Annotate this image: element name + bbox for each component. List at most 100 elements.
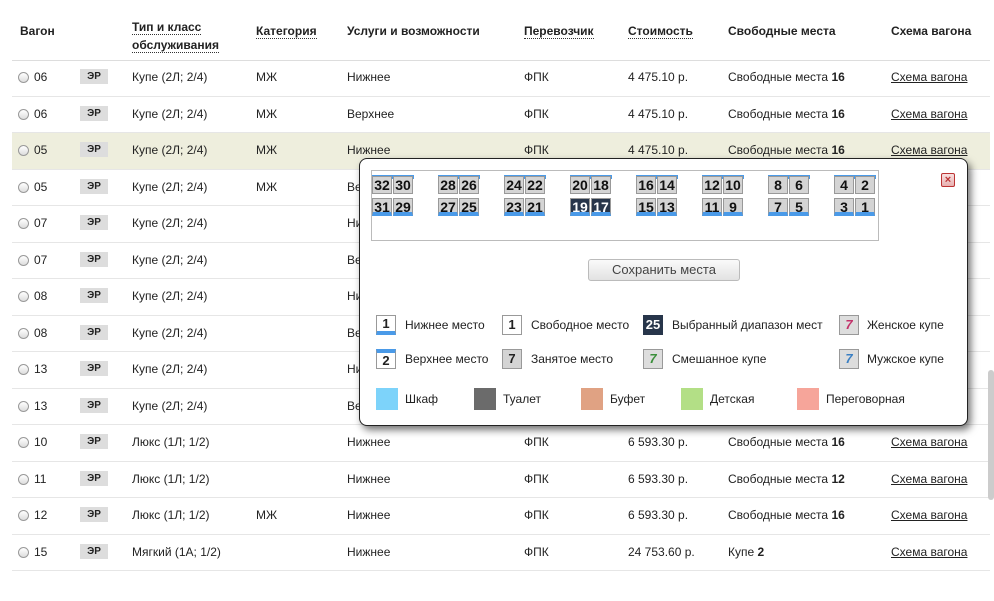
scheme-link[interactable]: Схема вагона (891, 508, 968, 522)
seat-upper[interactable]: 24 (504, 176, 524, 194)
wagon-number: 08 (34, 289, 48, 303)
wagon-radio[interactable] (18, 291, 29, 302)
wagon-radio[interactable] (18, 72, 29, 83)
seat-upper[interactable]: 18 (591, 176, 611, 194)
seat-lower[interactable]: 25 (459, 198, 479, 216)
seat-lower[interactable]: 21 (525, 198, 545, 216)
scheme-link[interactable]: Схема вагона (891, 471, 968, 486)
col-price-label: Стоимость (628, 24, 693, 39)
col-type[interactable]: Тип и класс обслуживания (132, 18, 219, 54)
free-seats: Купе 2 (728, 545, 764, 559)
service-class: Мягкий (1А; 1/2) (132, 544, 221, 559)
col-price[interactable]: Стоимость (628, 22, 693, 40)
seat-lower[interactable]: 3 (834, 198, 854, 216)
seat-lower[interactable]: 23 (504, 198, 524, 216)
seat-lower[interactable]: 7 (768, 198, 788, 216)
seat-upper[interactable]: 16 (636, 176, 656, 194)
scheme-link[interactable]: Схема вагона (891, 106, 968, 121)
free-seats: Свободные места 16 (728, 70, 845, 84)
save-seats-button[interactable]: Сохранить места (588, 259, 740, 281)
carrier: ФПК (524, 70, 549, 84)
seat-upper[interactable]: 10 (723, 176, 743, 194)
seat-upper[interactable]: 12 (702, 176, 722, 194)
table-row[interactable]: 11 ЭР Люкс (1Л; 1/2) Нижнее ФПК 6 593.30 р. Св… (12, 462, 990, 498)
col-category-label: Категория (256, 24, 317, 39)
seat-lower[interactable]: 9 (723, 198, 743, 216)
free-seats-label: Купе (728, 544, 755, 559)
close-icon[interactable]: × (941, 173, 955, 187)
wagon-radio[interactable] (18, 473, 29, 485)
seat-upper[interactable]: 14 (657, 176, 677, 194)
scheme-link[interactable]: Схема вагона (891, 544, 968, 559)
seat-upper[interactable]: 32 (372, 176, 392, 194)
service-class: Купе (2Л; 2/4) (132, 289, 208, 303)
scheme-link[interactable]: Схема вагона (891, 70, 968, 84)
services: Нижнее (347, 435, 391, 449)
table-row[interactable]: 12 ЭР Люкс (1Л; 1/2) МЖ Нижнее ФПК 6 593.30 р.… (12, 498, 990, 535)
wagon-number: 10 (34, 435, 48, 449)
er-badge: ЭР (80, 288, 108, 303)
legend-lower-icon: 1 (376, 315, 396, 335)
seat-lower[interactable]: 17 (591, 198, 611, 216)
wagon-radio[interactable] (18, 400, 29, 412)
table-row[interactable]: 10 ЭР Люкс (1Л; 1/2) Нижнее ФПК 6 593.30 р. Св… (12, 425, 990, 462)
col-category[interactable]: Категория (256, 22, 317, 40)
seat-upper[interactable]: 4 (834, 176, 854, 194)
seat-upper[interactable]: 2 (855, 176, 875, 194)
seat-lower[interactable]: 31 (372, 198, 392, 216)
seat-upper[interactable]: 20 (570, 176, 590, 194)
wagon-radio[interactable] (18, 218, 29, 229)
seat-map: 32 31 30 29 28 27 26 25 24 23 22 21 20 19 18 17 16 15 14 13… (371, 170, 879, 241)
legend-man-icon: 7 (839, 349, 859, 369)
wagon-number: 07 (34, 252, 48, 267)
seat-lower[interactable]: 27 (438, 198, 458, 216)
carrier: ФПК (524, 471, 549, 486)
legend-toilet-label: Туалет (503, 392, 541, 406)
seat-upper[interactable]: 26 (459, 176, 479, 194)
category: МЖ (256, 179, 278, 194)
wagon-number: 15 (34, 544, 48, 559)
wagon-radio[interactable] (18, 364, 29, 375)
seat-lower[interactable]: 29 (393, 198, 413, 216)
seat-lower[interactable]: 13 (657, 198, 677, 216)
table-row[interactable]: 06 ЭР Купе (2Л; 2/4) МЖ Верхнее ФПК 4 475.10 р… (12, 97, 990, 133)
wagon-radio[interactable] (18, 437, 29, 448)
legend-buffet-swatch (581, 388, 603, 410)
seat-upper[interactable]: 28 (438, 176, 458, 194)
services: Нижнее (347, 143, 391, 157)
col-carrier[interactable]: Перевозчик (524, 22, 594, 40)
col-services: Услуги и возможности (347, 24, 480, 38)
wagon-radio[interactable] (18, 181, 29, 193)
wagon-radio[interactable] (18, 510, 29, 521)
seat-upper[interactable]: 30 (393, 176, 413, 194)
free-seats-label: Свободные места (728, 70, 829, 84)
wagon-radio[interactable] (18, 546, 29, 558)
seat-lower[interactable]: 19 (570, 198, 590, 216)
er-badge: ЭР (80, 251, 108, 267)
wagon-radio[interactable] (18, 108, 29, 120)
legend-kids-swatch (681, 388, 703, 410)
price: 24 753.60 р. (628, 544, 695, 559)
legend-busy-label: Занятое место (531, 352, 614, 366)
seat-upper[interactable]: 6 (789, 176, 809, 194)
scheme-link[interactable]: Схема вагона (891, 143, 968, 157)
services: Ни (347, 289, 363, 303)
scrollbar[interactable] (988, 370, 994, 500)
table-row[interactable]: 15 ЭР Мягкий (1А; 1/2) Нижнее ФПК 24 753.60 р… (12, 535, 990, 571)
legend-man-label: Мужское купе (867, 352, 944, 366)
wagon-radio[interactable] (18, 327, 29, 339)
wagon-radio[interactable] (18, 254, 29, 266)
seat-lower[interactable]: 15 (636, 198, 656, 216)
seat-upper[interactable]: 22 (525, 176, 545, 194)
wagon-radio[interactable] (18, 145, 29, 156)
scheme-link[interactable]: Схема вагона (891, 435, 968, 449)
table-row[interactable]: 06 ЭР Купе (2Л; 2/4) МЖ Нижнее ФПК 4 475.10 р.… (12, 60, 990, 97)
seat-upper[interactable]: 8 (768, 176, 788, 194)
seat-lower[interactable]: 11 (702, 198, 722, 216)
legend-free-label: Свободное место (531, 318, 630, 332)
seat-lower[interactable]: 5 (789, 198, 809, 216)
legend-wardrobe-swatch (376, 388, 398, 410)
col-type-line1: Тип и класс (132, 20, 202, 35)
seat-lower[interactable]: 1 (855, 198, 875, 216)
